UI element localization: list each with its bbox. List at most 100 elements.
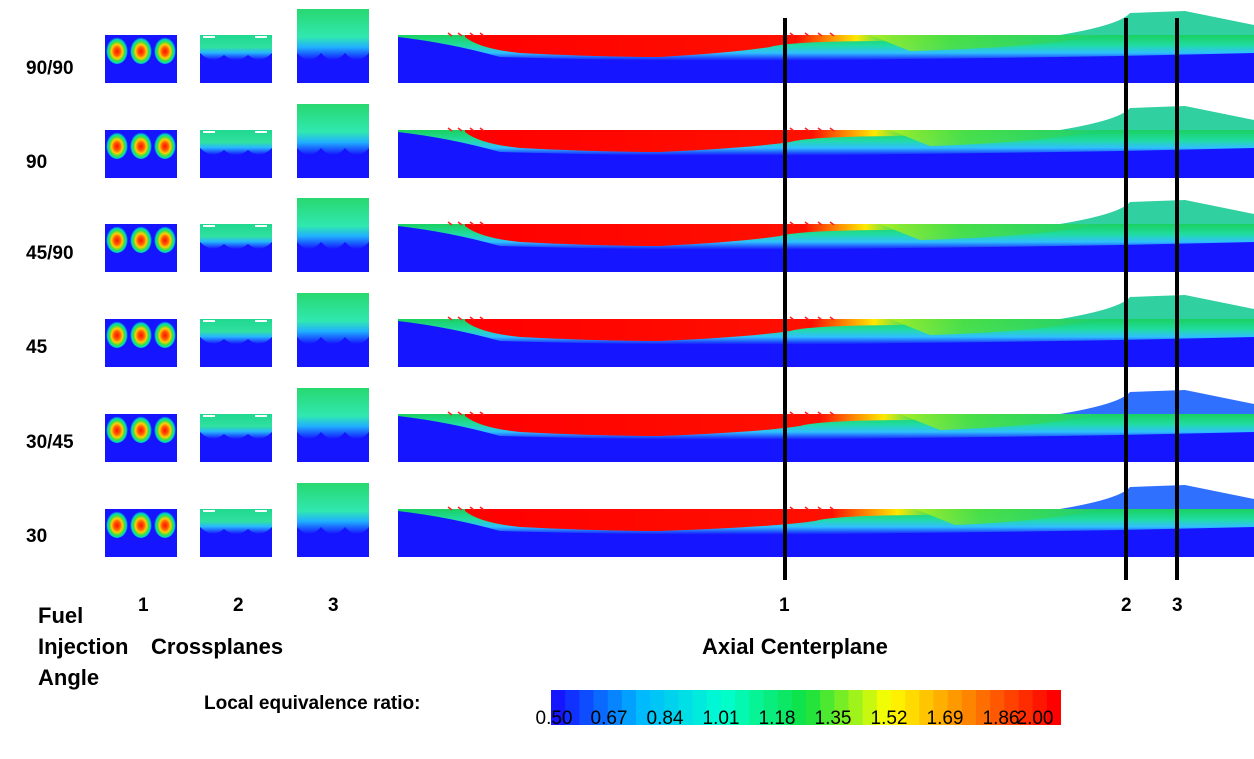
colorbar-tick: 0.84 (646, 708, 684, 729)
colorbar-segment (777, 690, 793, 725)
colorbar-segment (990, 690, 1005, 725)
colorbar-segment (806, 690, 821, 725)
crossplane-1-plume (106, 131, 128, 159)
injector-mark (479, 221, 485, 226)
colorbar-segment (593, 690, 609, 725)
colorbar-segment (905, 690, 920, 725)
crossplane-1-plume (154, 510, 176, 538)
injector-mark (789, 411, 795, 416)
axial-exit-region (1060, 200, 1254, 224)
colorbar-segment (636, 690, 651, 725)
injector-mark (804, 506, 810, 511)
colorbar-tick: 1.69 (926, 708, 964, 729)
colorbar-segment (1046, 690, 1061, 725)
crossplane-1-plume (130, 320, 152, 348)
axial-number-2: 2 (1121, 595, 1132, 616)
injector-mark (469, 506, 475, 511)
injector-mark (804, 411, 810, 416)
axial-mixing-tail (890, 319, 1100, 335)
injector-mark (829, 221, 835, 226)
colorbar-segment (862, 690, 878, 725)
injector-mark (804, 316, 810, 321)
injector-mark (817, 127, 823, 132)
injector-mark (829, 127, 835, 132)
injector-mark (789, 316, 795, 321)
axial-mixing-tail (915, 509, 1100, 525)
injector-mark (447, 316, 453, 321)
axial-fuel-streak (465, 509, 935, 531)
injector-mark (457, 127, 463, 132)
colorbar-segment (579, 690, 595, 725)
crossplane-1-plume (106, 320, 128, 348)
crossplane-1-plume (154, 131, 176, 159)
injector-mark (447, 32, 453, 37)
axis-title-line-2: Injection (38, 634, 129, 659)
axial-exit-region (1060, 295, 1254, 319)
injector-mark (479, 127, 485, 132)
injector-mark (817, 221, 823, 226)
axial-fuel-streak (465, 130, 910, 152)
crossplane-1-plume (130, 510, 152, 538)
crossplane-3-region (297, 388, 369, 439)
axial-fuel-streak (465, 224, 900, 246)
contour-plots (105, 9, 1254, 557)
crossplane-1-plume (154, 415, 176, 443)
axial-number-1: 1 (779, 595, 790, 616)
colorbar-segment (551, 690, 566, 725)
injector-mark (469, 127, 475, 132)
injector-mark (479, 316, 485, 321)
injector-mark (817, 411, 823, 416)
injector-mark (447, 221, 453, 226)
colorbar-segment (976, 690, 991, 725)
injector-mark (469, 221, 475, 226)
injector-mark (789, 32, 795, 37)
crossplane-1-plume (154, 225, 176, 253)
colorbar-segment (1004, 690, 1020, 725)
row-label-90: 90 (26, 152, 48, 173)
injector-mark (479, 32, 485, 37)
colorbar-tick: 1.35 (814, 708, 852, 729)
colorbar-segment (721, 690, 736, 725)
axial-exit-region (1060, 106, 1254, 130)
injector-mark (817, 32, 823, 37)
injector-mark (457, 32, 463, 37)
injector-mark (829, 411, 835, 416)
crossplane-1-plume (130, 36, 152, 64)
colorbar-segment (692, 690, 708, 725)
colorbar-segment (961, 690, 977, 725)
injector-mark (457, 506, 463, 511)
crossplane-3-region (297, 9, 369, 60)
crossplane-3-region (297, 483, 369, 534)
axis-title-line-1: Fuel (38, 603, 84, 628)
axial-mixing-tail (890, 130, 1100, 146)
crossplane-1-plume (106, 510, 128, 538)
axial-exit-region (1060, 390, 1254, 414)
axial-station-3-line (1175, 18, 1179, 580)
crossplane-2-region (200, 130, 272, 155)
injector-mark (457, 316, 463, 321)
crossplane-2-region (200, 509, 272, 534)
colorbar-tick: 0.67 (590, 708, 628, 729)
injector-mark (829, 506, 835, 511)
crossplane-1-plume (154, 36, 176, 64)
crossplane-2-region (200, 319, 272, 344)
injector-mark (829, 32, 835, 37)
colorbar-segment (820, 690, 835, 725)
colorbar-segment (933, 690, 949, 725)
colorbar-segment (1018, 690, 1034, 725)
colorbar-segment (678, 690, 694, 725)
colorbar-tick: 1.01 (702, 708, 740, 729)
axial-station-1-line (783, 18, 787, 580)
axial-mixing-tail (880, 224, 1100, 240)
colorbar-segment (664, 690, 680, 725)
injector-mark (789, 221, 795, 226)
axial-fuel-streak (465, 319, 910, 341)
colorbar-label: Local equivalence ratio: (204, 693, 421, 714)
colorbar-segment (565, 690, 580, 725)
axial-centerplane-title: Axial Centerplane (702, 634, 888, 659)
injector-mark (479, 411, 485, 416)
colorbar-segment (1032, 690, 1048, 725)
injector-mark (829, 316, 835, 321)
injector-mark (447, 506, 453, 511)
injector-mark (457, 411, 463, 416)
